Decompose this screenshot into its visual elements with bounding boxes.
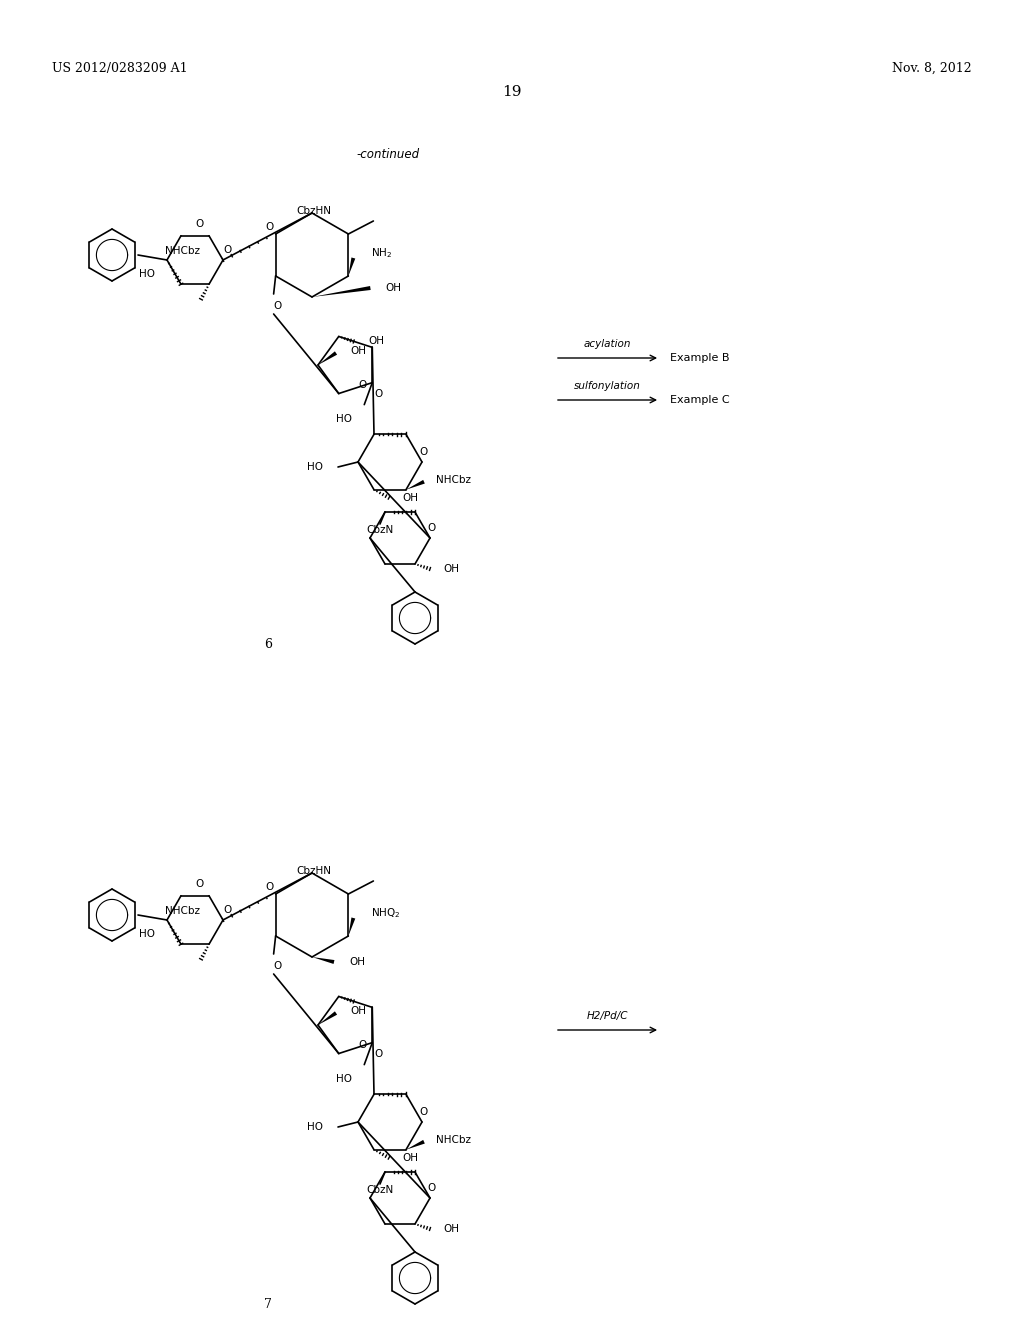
- Text: CbzHN: CbzHN: [296, 206, 332, 216]
- Text: O: O: [196, 879, 204, 888]
- Text: OH: OH: [443, 564, 459, 574]
- Text: US 2012/0283209 A1: US 2012/0283209 A1: [52, 62, 187, 75]
- Text: Nov. 8, 2012: Nov. 8, 2012: [892, 62, 972, 75]
- Text: OH: OH: [350, 1006, 366, 1016]
- Text: NHCbz: NHCbz: [436, 1135, 471, 1144]
- Text: O: O: [224, 906, 232, 915]
- Text: HO: HO: [139, 269, 155, 279]
- Text: O: O: [265, 222, 273, 231]
- Text: OH: OH: [443, 1224, 459, 1234]
- Text: 19: 19: [502, 84, 522, 99]
- Text: HO: HO: [139, 929, 155, 939]
- Text: OH: OH: [349, 957, 365, 968]
- Polygon shape: [348, 917, 355, 936]
- Text: HO: HO: [336, 1073, 352, 1084]
- Text: CbzN: CbzN: [367, 525, 393, 535]
- Polygon shape: [348, 257, 355, 276]
- Text: O: O: [374, 1049, 382, 1059]
- Text: OH: OH: [350, 346, 366, 356]
- Polygon shape: [318, 351, 337, 366]
- Text: O: O: [358, 1040, 367, 1049]
- Text: O: O: [265, 882, 273, 891]
- Text: 6: 6: [264, 638, 272, 651]
- Text: OH: OH: [402, 492, 418, 503]
- Text: 7: 7: [264, 1298, 272, 1311]
- Text: HO: HO: [307, 1122, 323, 1133]
- Text: Example C: Example C: [670, 395, 730, 405]
- Text: OH: OH: [385, 282, 401, 293]
- Text: NHCbz: NHCbz: [166, 246, 201, 256]
- Polygon shape: [406, 1140, 425, 1150]
- Polygon shape: [312, 286, 371, 297]
- Text: sulfonylation: sulfonylation: [573, 381, 640, 391]
- Text: CbzHN: CbzHN: [296, 866, 332, 876]
- Text: OH: OH: [402, 1152, 418, 1163]
- Polygon shape: [318, 1011, 337, 1026]
- Text: O: O: [374, 389, 382, 399]
- Polygon shape: [406, 480, 425, 490]
- Text: HO: HO: [307, 462, 323, 473]
- Text: O: O: [273, 301, 282, 312]
- Text: O: O: [224, 246, 232, 255]
- Text: O: O: [196, 219, 204, 228]
- Polygon shape: [312, 957, 335, 964]
- Text: OH: OH: [369, 337, 385, 346]
- Text: O: O: [420, 1107, 428, 1117]
- Text: Example B: Example B: [670, 352, 729, 363]
- Text: CbzN: CbzN: [367, 1185, 393, 1195]
- Text: HO: HO: [336, 413, 352, 424]
- Text: O: O: [428, 1183, 436, 1193]
- Text: NHCbz: NHCbz: [166, 906, 201, 916]
- Text: O: O: [273, 961, 282, 972]
- Text: O: O: [428, 523, 436, 533]
- Text: H2/Pd/C: H2/Pd/C: [587, 1011, 628, 1020]
- Text: acylation: acylation: [584, 339, 631, 348]
- Text: NHCbz: NHCbz: [436, 475, 471, 484]
- Text: NHQ$_2$: NHQ$_2$: [372, 906, 400, 920]
- Text: O: O: [420, 447, 428, 457]
- Text: O: O: [358, 380, 367, 389]
- Text: NH$_2$: NH$_2$: [372, 246, 392, 260]
- Text: -continued: -continued: [356, 148, 420, 161]
